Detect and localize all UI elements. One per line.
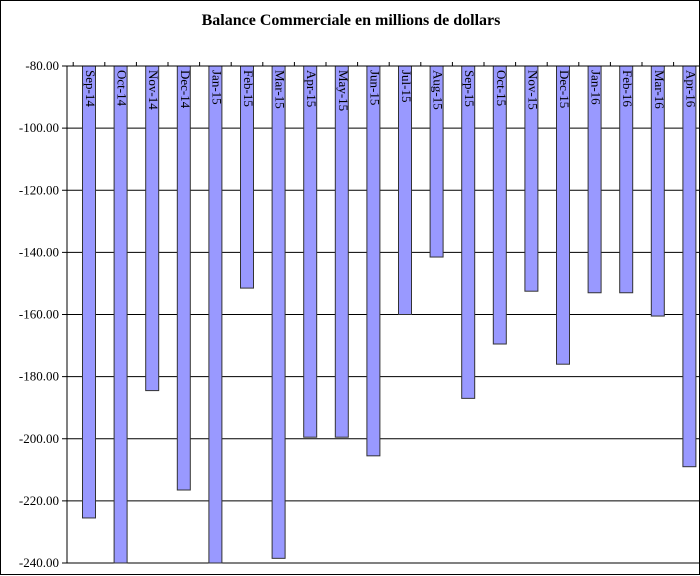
x-category-label: Nov-15 [525, 70, 540, 110]
x-category-label: Sep-15 [462, 70, 477, 107]
x-category-label: Sep-14 [83, 70, 98, 107]
x-category-label: Jan-16 [589, 70, 604, 105]
y-tick-label: -240.00 [19, 555, 59, 570]
bar-jan-15 [208, 65, 223, 564]
x-category-label: Dec-14 [178, 70, 193, 109]
bar-apr-15 [303, 65, 318, 438]
chart-title: Balance Commerciale en millions de dolla… [201, 12, 501, 29]
bars [82, 65, 697, 564]
bar-dec-15 [556, 65, 570, 365]
x-category-label: Feb-15 [241, 70, 256, 107]
bar-may-15 [334, 65, 349, 438]
bar-mar-15 [271, 65, 286, 559]
y-tick-label: -100.00 [19, 120, 59, 135]
x-category-label: Jan-15 [209, 70, 224, 105]
x-category-label: Apr-16 [683, 70, 698, 108]
bar-nov-14 [145, 65, 160, 392]
x-category-label: Feb-16 [620, 70, 635, 107]
x-category-label: Aug-15 [431, 70, 446, 110]
bar-jul-15 [398, 65, 412, 315]
x-category-label: Mar-16 [652, 70, 667, 109]
gridlines [67, 65, 700, 564]
x-category-label: Mar-15 [273, 70, 288, 109]
bar-apr-16 [682, 65, 697, 468]
y-tick-label: -140.00 [19, 244, 59, 259]
y-tick-label: -160.00 [19, 307, 59, 322]
bar-jun-15 [366, 65, 381, 457]
x-category-label: Oct-14 [115, 70, 130, 107]
y-tick-label: -180.00 [19, 369, 59, 384]
y-tick-label: -80.00 [25, 58, 59, 73]
bar-oct-15 [492, 65, 507, 345]
x-category-label: Jun-15 [367, 70, 382, 105]
y-tick-label: -220.00 [19, 493, 59, 508]
labels: -80.00 -100.00 -120.00 -140.00 -160.00 -180.0… [19, 58, 699, 570]
y-tick-label: -200.00 [19, 431, 59, 446]
axes [62, 62, 700, 564]
bar-dec-14 [176, 65, 191, 491]
x-category-label: Oct-15 [494, 70, 509, 106]
bar-sep-14 [82, 65, 96, 519]
y-tick-label: -120.00 [19, 182, 59, 197]
x-category-label: Jul-15 [399, 70, 414, 103]
x-category-label: Dec-15 [557, 70, 572, 108]
bar-sep-15 [461, 65, 476, 399]
bar-oct-14 [113, 65, 128, 564]
x-category-label: Apr-15 [304, 70, 319, 107]
x-category-label: May-15 [336, 70, 351, 111]
x-category-label: Nov-14 [146, 70, 161, 110]
